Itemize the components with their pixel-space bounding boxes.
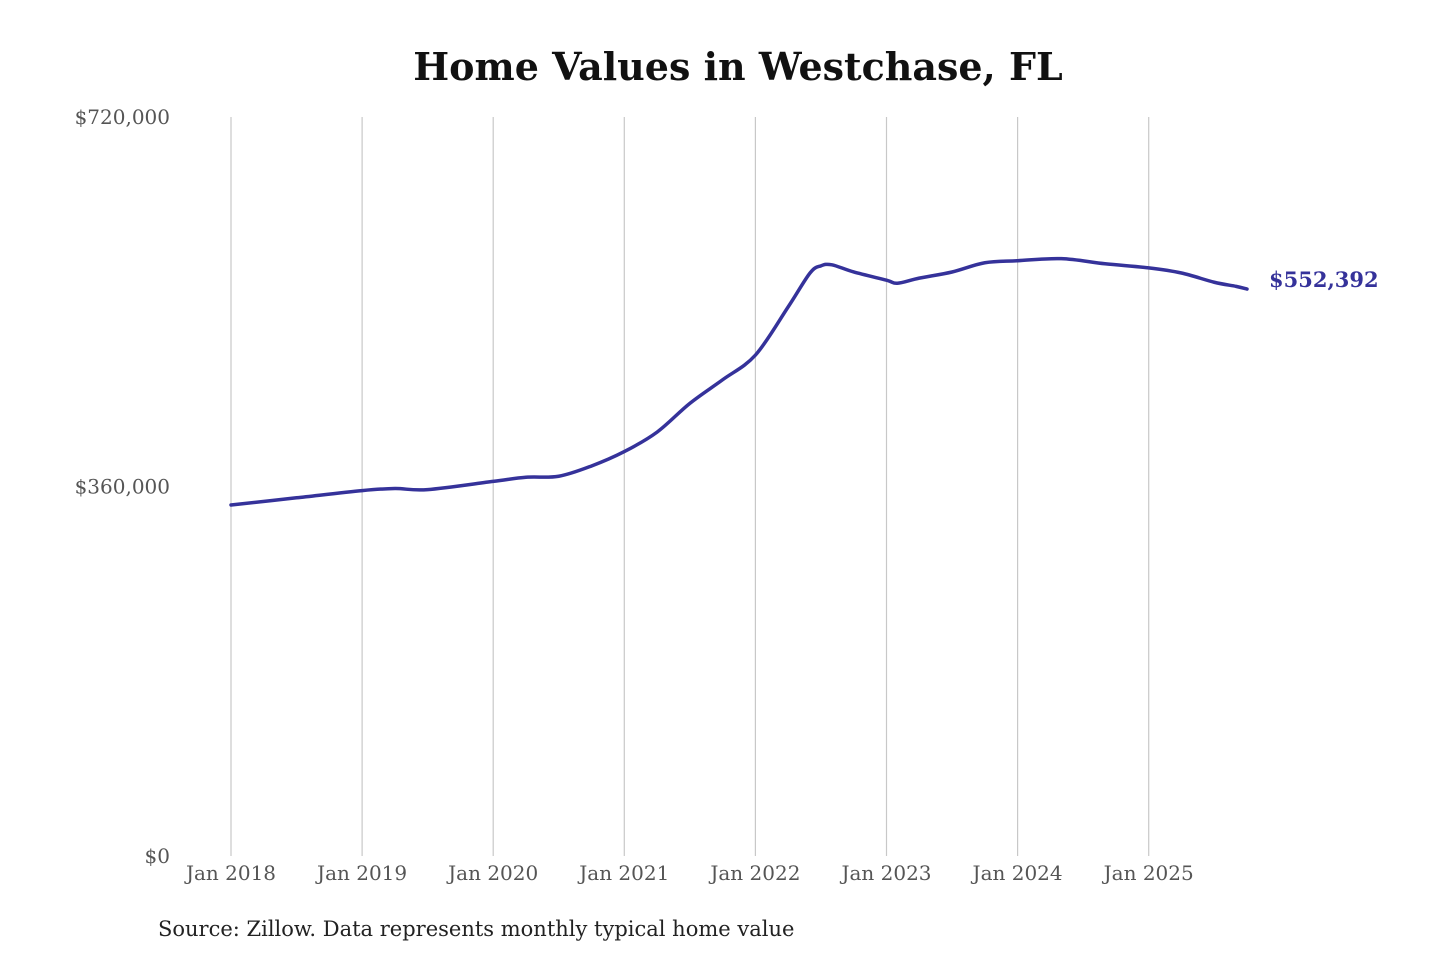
x-tick-label: Jan 2018 [184, 861, 276, 885]
x-tick-label: Jan 2020 [446, 861, 538, 885]
x-tick-label: Jan 2019 [315, 861, 407, 885]
chart-title: Home Values in Westchase, FL [413, 44, 1063, 89]
x-tick-label: Jan 2023 [839, 861, 931, 885]
x-axis-ticks: Jan 2018 Jan 2019 Jan 2020 Jan 2021 Jan 2022… [184, 861, 1194, 885]
y-tick-label: $360,000 [75, 475, 170, 499]
x-tick-label: Jan 2021 [577, 861, 669, 885]
y-tick-label: $0 [145, 844, 170, 868]
source-note: Source: Zillow. Data represents monthly … [158, 917, 795, 941]
x-tick-label: Jan 2025 [1102, 861, 1194, 885]
gridlines [230, 117, 1150, 856]
series-line [229, 256, 1249, 507]
x-tick-label: Jan 2024 [971, 861, 1063, 885]
y-axis-ticks: $0 $360,000 $720,000 [75, 105, 170, 868]
y-tick-label: $720,000 [75, 105, 170, 129]
end-value-label: $552,392 [1269, 267, 1379, 292]
x-tick-label: Jan 2022 [708, 861, 800, 885]
